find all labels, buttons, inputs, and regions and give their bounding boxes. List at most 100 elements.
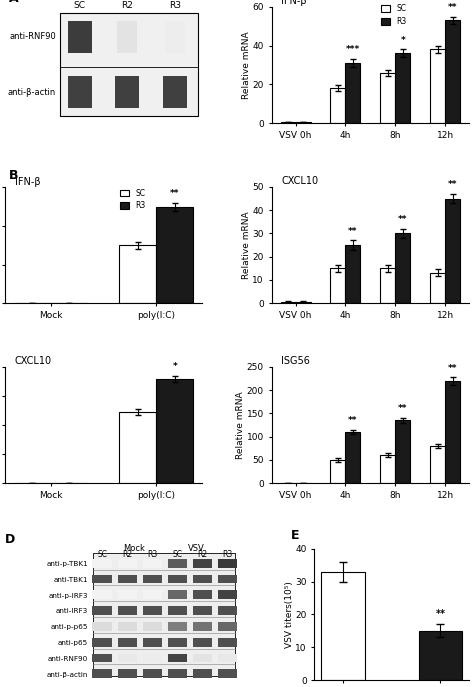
Text: **: ** bbox=[348, 416, 358, 425]
FancyBboxPatch shape bbox=[118, 653, 137, 662]
Text: **: ** bbox=[448, 180, 457, 189]
FancyBboxPatch shape bbox=[118, 622, 137, 631]
FancyBboxPatch shape bbox=[143, 669, 162, 678]
FancyBboxPatch shape bbox=[168, 559, 187, 567]
FancyBboxPatch shape bbox=[168, 574, 187, 583]
Text: anti-p65: anti-p65 bbox=[58, 640, 88, 646]
Y-axis label: VSV titers(10⁵): VSV titers(10⁵) bbox=[285, 581, 294, 648]
Bar bbox=[281, 302, 296, 303]
Bar bbox=[321, 572, 365, 680]
Legend: SC, R3: SC, R3 bbox=[378, 1, 410, 30]
Text: R3: R3 bbox=[169, 1, 181, 10]
Bar bbox=[119, 245, 156, 304]
Text: CXCL10: CXCL10 bbox=[282, 176, 319, 186]
Text: anti-IRF3: anti-IRF3 bbox=[56, 609, 88, 614]
Text: SC: SC bbox=[173, 550, 182, 559]
Bar bbox=[156, 207, 193, 304]
Bar bbox=[381, 268, 395, 303]
Text: IFN-β: IFN-β bbox=[15, 177, 40, 187]
FancyBboxPatch shape bbox=[143, 638, 162, 646]
Y-axis label: Relative mRNA: Relative mRNA bbox=[242, 31, 251, 99]
Bar bbox=[330, 460, 346, 483]
Y-axis label: Relative mRNA: Relative mRNA bbox=[242, 211, 251, 279]
FancyBboxPatch shape bbox=[168, 638, 187, 646]
Text: E: E bbox=[291, 529, 300, 542]
FancyBboxPatch shape bbox=[118, 638, 137, 646]
Text: anti-p-p65: anti-p-p65 bbox=[51, 624, 88, 630]
Bar bbox=[419, 631, 462, 680]
FancyBboxPatch shape bbox=[143, 559, 162, 567]
Text: C: C bbox=[272, 0, 281, 1]
Text: **: ** bbox=[348, 227, 358, 236]
Text: *: * bbox=[173, 362, 177, 371]
Text: anti-TBK1: anti-TBK1 bbox=[54, 577, 88, 583]
Text: anti-β-actin: anti-β-actin bbox=[8, 87, 56, 96]
FancyBboxPatch shape bbox=[68, 21, 91, 53]
FancyBboxPatch shape bbox=[193, 606, 212, 615]
Y-axis label: Relative mRNA: Relative mRNA bbox=[237, 391, 246, 459]
Bar bbox=[445, 199, 460, 303]
FancyBboxPatch shape bbox=[168, 669, 187, 678]
FancyBboxPatch shape bbox=[218, 653, 237, 662]
Text: B: B bbox=[9, 169, 18, 181]
FancyBboxPatch shape bbox=[193, 669, 212, 678]
Bar bbox=[430, 446, 445, 483]
FancyBboxPatch shape bbox=[218, 622, 237, 631]
FancyBboxPatch shape bbox=[68, 76, 91, 108]
Bar bbox=[381, 455, 395, 483]
Text: **: ** bbox=[398, 215, 408, 224]
Bar bbox=[296, 302, 310, 303]
FancyBboxPatch shape bbox=[92, 606, 112, 615]
Text: IFN-β: IFN-β bbox=[282, 0, 307, 6]
FancyBboxPatch shape bbox=[193, 653, 212, 662]
Text: R3: R3 bbox=[147, 550, 157, 559]
Text: **: ** bbox=[448, 3, 457, 12]
FancyBboxPatch shape bbox=[118, 559, 137, 567]
Text: anti-p-IRF3: anti-p-IRF3 bbox=[49, 593, 88, 598]
Legend: SC, R3: SC, R3 bbox=[117, 185, 149, 214]
Text: Mock: Mock bbox=[123, 543, 145, 552]
Text: anti-p-TBK1: anti-p-TBK1 bbox=[46, 561, 88, 567]
Bar bbox=[395, 420, 410, 483]
Text: CXCL10: CXCL10 bbox=[15, 357, 52, 366]
FancyBboxPatch shape bbox=[116, 76, 139, 108]
FancyBboxPatch shape bbox=[218, 574, 237, 583]
Text: anti-RNF90: anti-RNF90 bbox=[48, 656, 88, 662]
FancyBboxPatch shape bbox=[143, 653, 162, 662]
FancyBboxPatch shape bbox=[92, 669, 112, 678]
FancyBboxPatch shape bbox=[168, 622, 187, 631]
Text: VSV: VSV bbox=[188, 543, 205, 552]
Bar bbox=[346, 432, 360, 483]
Text: SC: SC bbox=[97, 550, 107, 559]
Text: D: D bbox=[5, 533, 15, 546]
FancyBboxPatch shape bbox=[93, 552, 235, 676]
FancyBboxPatch shape bbox=[218, 638, 237, 646]
Bar bbox=[281, 122, 296, 123]
FancyBboxPatch shape bbox=[92, 590, 112, 599]
Bar bbox=[346, 245, 360, 303]
FancyBboxPatch shape bbox=[218, 559, 237, 567]
Text: ***: *** bbox=[346, 45, 360, 54]
FancyBboxPatch shape bbox=[193, 590, 212, 599]
Bar bbox=[430, 273, 445, 303]
Text: R2: R2 bbox=[198, 550, 208, 559]
Text: anti-β-actin: anti-β-actin bbox=[47, 672, 88, 677]
FancyBboxPatch shape bbox=[92, 622, 112, 631]
Bar bbox=[119, 412, 156, 483]
FancyBboxPatch shape bbox=[168, 590, 187, 599]
FancyBboxPatch shape bbox=[118, 21, 137, 53]
Text: R2: R2 bbox=[122, 550, 132, 559]
FancyBboxPatch shape bbox=[218, 590, 237, 599]
Bar bbox=[395, 234, 410, 303]
FancyBboxPatch shape bbox=[118, 606, 137, 615]
FancyBboxPatch shape bbox=[118, 669, 137, 678]
Bar bbox=[445, 381, 460, 483]
FancyBboxPatch shape bbox=[92, 638, 112, 646]
Bar bbox=[381, 73, 395, 123]
Text: **: ** bbox=[436, 609, 446, 619]
Text: **: ** bbox=[170, 190, 180, 199]
FancyBboxPatch shape bbox=[165, 21, 184, 53]
FancyBboxPatch shape bbox=[118, 574, 137, 583]
Bar bbox=[445, 21, 460, 123]
FancyBboxPatch shape bbox=[168, 606, 187, 615]
